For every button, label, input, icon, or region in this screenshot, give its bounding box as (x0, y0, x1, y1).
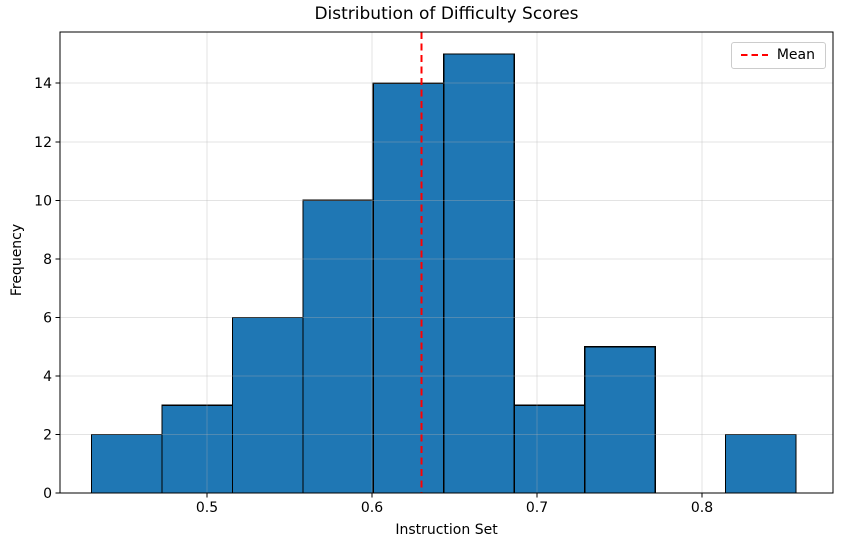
histogram-bar (724, 433, 797, 494)
mean-dashed-line-sample (740, 54, 768, 56)
legend: Mean (730, 42, 826, 69)
chart-title: Distribution of Difficulty Scores (314, 4, 579, 24)
y-tick-label: 2 (43, 427, 52, 443)
y-tick-label: 8 (43, 252, 52, 268)
histogram-bar (231, 316, 304, 494)
y-tick-label: 14 (34, 76, 52, 92)
y-tick-label: 12 (34, 135, 52, 151)
x-tick-label: 0.7 (526, 500, 548, 516)
x-tick-label: 0.8 (691, 500, 713, 516)
axes-frame (59, 31, 834, 494)
histogram-bar (161, 404, 234, 494)
histogram-bar (90, 433, 163, 494)
histogram-bar (302, 199, 374, 494)
x-tick-label: 0.5 (196, 500, 218, 516)
y-axis-label: Frequency (9, 223, 25, 297)
histogram-bar (443, 53, 515, 494)
y-tick-label: 10 (34, 193, 52, 209)
y-tick-label: 0 (43, 486, 52, 502)
histogram-bar (513, 404, 586, 494)
histogram-bar (372, 82, 445, 494)
y-tick-label: 6 (43, 310, 52, 326)
x-tick-label: 0.6 (361, 500, 383, 516)
x-axis-label: Instruction Set (395, 522, 498, 538)
histogram-bar (584, 346, 656, 494)
y-tick-label: 4 (43, 369, 52, 385)
legend-label-mean: Mean (776, 47, 815, 63)
